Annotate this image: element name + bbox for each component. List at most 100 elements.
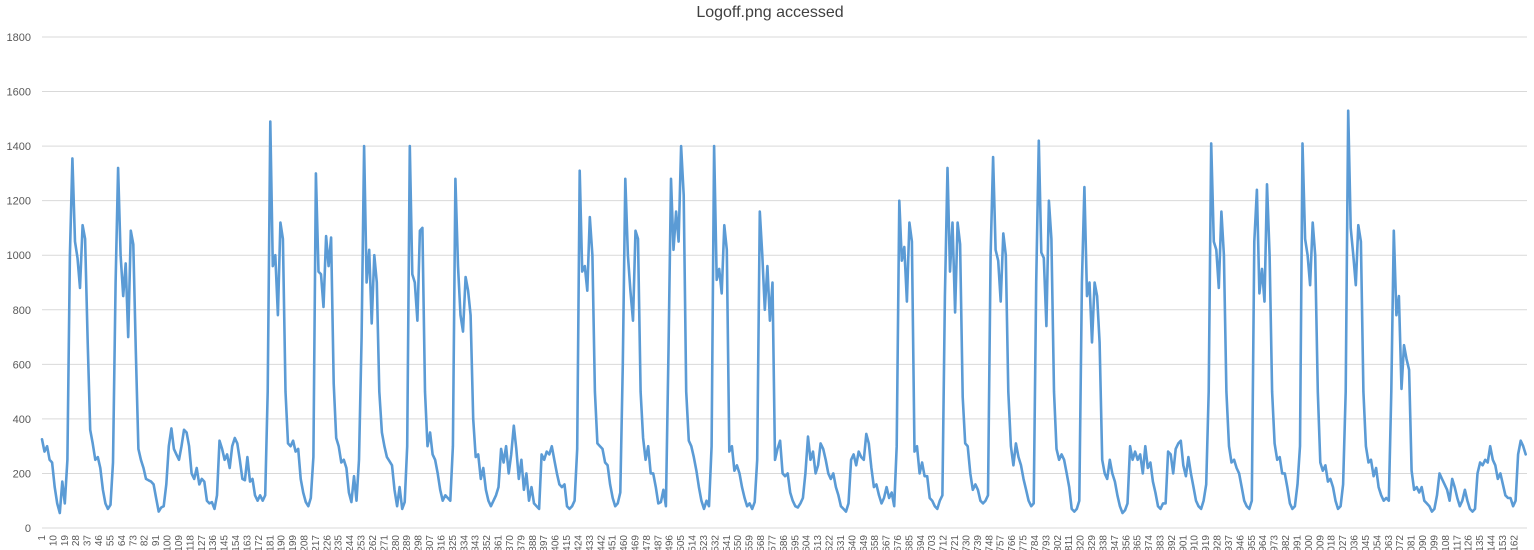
x-tick-label: 415 (562, 535, 573, 550)
y-tick-label: 600 (13, 359, 31, 371)
x-tick-label: 460 (619, 535, 630, 550)
x-tick-label: 487 (653, 535, 664, 550)
x-tick-label: 1054 (1372, 535, 1383, 550)
y-tick-label: 1600 (7, 87, 31, 99)
x-tick-label: 154 (231, 535, 242, 550)
x-tick-label: 910 (1190, 535, 1201, 550)
x-tick-label: 55 (105, 535, 116, 547)
x-tick-label: 703 (927, 535, 938, 550)
x-tick-label: 91 (151, 535, 162, 547)
x-tick-label: 1063 (1384, 535, 1395, 550)
x-tick-label: 496 (665, 535, 676, 550)
x-tick-label: 1036 (1350, 535, 1361, 550)
x-tick-label: 820 (1076, 535, 1087, 550)
x-tick-label: 46 (94, 535, 105, 547)
x-tick-label: 199 (288, 535, 299, 550)
x-tick-label: 262 (368, 535, 379, 550)
y-tick-label: 400 (13, 414, 31, 426)
x-tick-label: 28 (71, 535, 82, 547)
x-tick-label: 919 (1201, 535, 1212, 550)
x-tick-label: 307 (425, 535, 436, 550)
x-tick-label: 82 (140, 535, 151, 547)
x-tick-label: 433 (585, 535, 596, 550)
x-tick-label: 397 (539, 535, 550, 550)
x-tick-label: 1 (37, 535, 48, 541)
x-tick-label: 235 (334, 535, 345, 550)
x-tick-label: 937 (1224, 535, 1235, 550)
x-tick-label: 352 (482, 535, 493, 550)
x-tick-label: 64 (117, 535, 128, 547)
x-tick-label: 838 (1098, 535, 1109, 550)
x-tick-label: 1081 (1407, 535, 1418, 550)
x-tick-label: 334 (459, 535, 470, 550)
x-tick-label: 991 (1292, 535, 1303, 550)
x-tick-label: 118 (185, 535, 196, 550)
x-tick-label: 532 (710, 535, 721, 550)
x-tick-label: 577 (767, 535, 778, 550)
x-tick-label: 109 (174, 535, 185, 550)
x-tick-label: 946 (1235, 535, 1246, 550)
x-tick-label: 1000 (1304, 535, 1315, 550)
x-tick-label: 1099 (1429, 535, 1440, 550)
x-tick-label: 721 (950, 535, 961, 550)
x-tick-label: 136 (208, 535, 219, 550)
x-tick-label: 640 (847, 535, 858, 550)
x-tick-label: 1126 (1464, 535, 1475, 550)
x-tick-label: 325 (448, 535, 459, 550)
x-tick-label: 505 (676, 535, 687, 550)
x-tick-label: 901 (1178, 535, 1189, 550)
x-tick-label: 982 (1281, 535, 1292, 550)
x-tick-label: 955 (1247, 535, 1258, 550)
x-tick-label: 712 (939, 535, 950, 550)
x-tick-label: 649 (859, 535, 870, 550)
gridlines (42, 36, 1527, 474)
x-tick-label: 244 (345, 535, 356, 550)
x-tick-label: 190 (277, 535, 288, 550)
y-tick-label: 200 (13, 468, 31, 480)
x-tick-label: 1027 (1338, 535, 1349, 550)
x-tick-label: 748 (984, 535, 995, 550)
x-tick-label: 370 (505, 535, 516, 550)
y-tick-label: 0 (25, 523, 31, 535)
x-tick-label: 694 (916, 535, 927, 550)
x-tick-label: 253 (357, 535, 368, 550)
x-tick-label: 568 (756, 535, 767, 550)
x-tick-label: 127 (197, 535, 208, 550)
y-tick-label: 1000 (7, 250, 31, 262)
x-tick-label: 595 (790, 535, 801, 550)
x-tick-label: 1072 (1395, 535, 1406, 550)
x-tick-label: 811 (1064, 535, 1075, 550)
x-tick-label: 514 (688, 535, 699, 550)
x-tick-label: 379 (516, 535, 527, 550)
x-tick-label: 388 (528, 535, 539, 550)
x-tick-label: 469 (630, 535, 641, 550)
x-tick-label: 784 (1030, 535, 1041, 550)
x-tick-label: 1117 (1452, 535, 1463, 550)
x-tick-label: 928 (1213, 535, 1224, 550)
x-tick-label: 73 (128, 535, 139, 547)
x-tick-label: 1108 (1441, 535, 1452, 550)
x-tick-label: 145 (220, 535, 231, 550)
x-tick-label: 757 (996, 535, 1007, 550)
x-tick-label: 226 (322, 535, 333, 550)
y-tick-label: 800 (13, 305, 31, 317)
x-tick-label: 100 (163, 535, 174, 550)
x-tick-label: 730 (961, 535, 972, 550)
x-tick-label: 1144 (1486, 535, 1497, 550)
y-tick-label: 1400 (7, 141, 31, 153)
x-tick-label: 19 (60, 535, 71, 547)
x-tick-label: 892 (1167, 535, 1178, 550)
x-axis-tick-labels: 1 10 19 28 37 46 55 64 73 82 91 100 109 118 127 136 145 1… (37, 535, 1520, 550)
x-tick-label: 478 (642, 535, 653, 550)
x-tick-label: 631 (836, 535, 847, 550)
x-tick-label: 874 (1144, 535, 1155, 550)
x-tick-label: 766 (1007, 535, 1018, 550)
x-tick-label: 343 (471, 535, 482, 550)
x-tick-label: 541 (722, 535, 733, 550)
x-tick-label: 1135 (1475, 535, 1486, 550)
x-tick-label: 37 (83, 535, 94, 547)
y-tick-label: 1800 (7, 32, 31, 44)
x-tick-label: 406 (551, 535, 562, 550)
x-tick-label: 280 (391, 535, 402, 550)
